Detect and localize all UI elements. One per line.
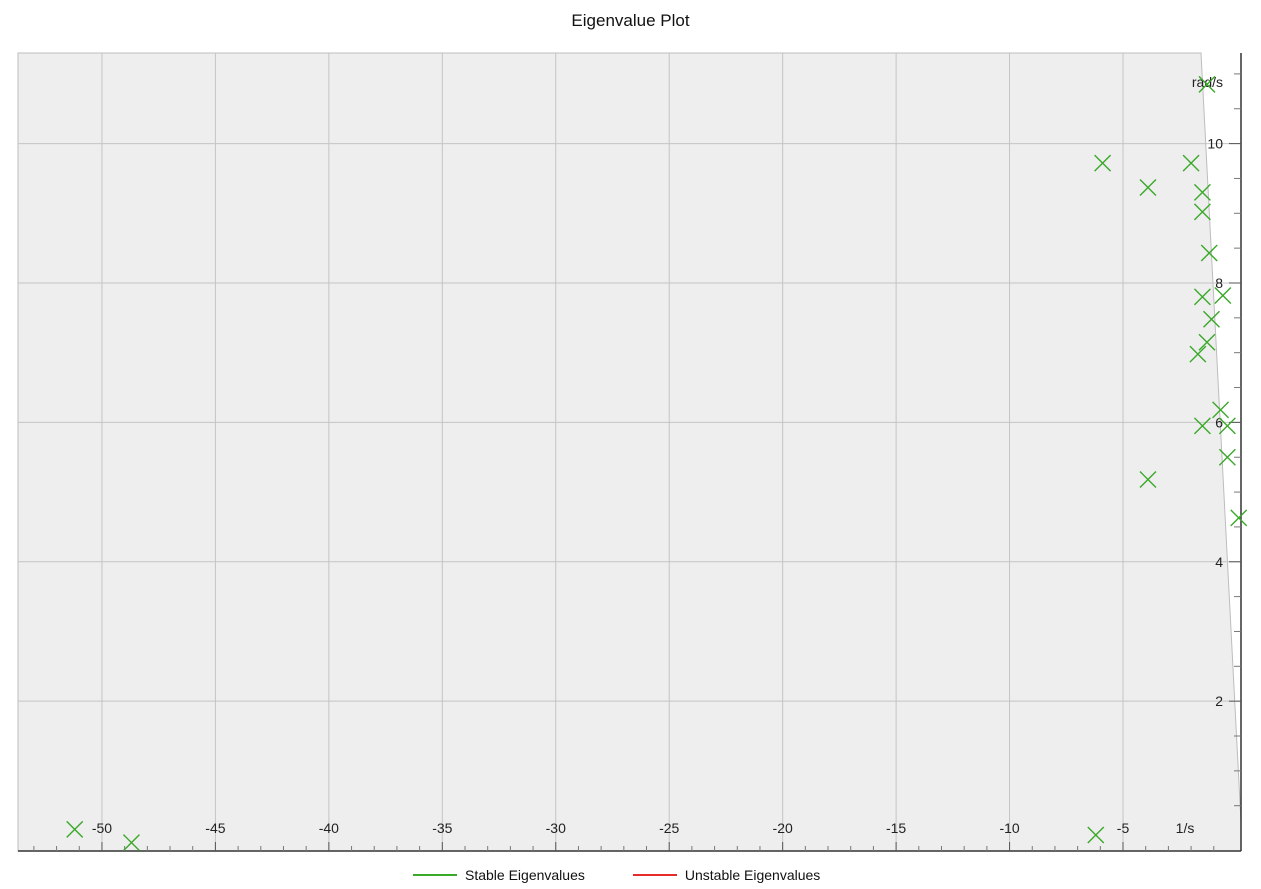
marker-stroke (1212, 401, 1230, 419)
legend-swatch-stable (413, 874, 457, 876)
stable-eigenvalue-marker (1198, 75, 1216, 93)
stable-eigenvalue-marker (1200, 244, 1218, 262)
stable-eigenvalue-marker (1218, 448, 1236, 466)
stable-eigenvalue-marker (1218, 417, 1236, 435)
marker-stroke (1218, 448, 1236, 466)
marker-stroke (1189, 345, 1207, 363)
marker-stroke (1193, 183, 1211, 201)
y-tick-label: 4 (1215, 554, 1223, 570)
marker-stroke (1182, 154, 1200, 172)
stable-eigenvalue-marker (1193, 203, 1211, 221)
stable-eigenvalue-marker (1193, 288, 1211, 306)
marker-stroke (1203, 310, 1220, 328)
marker-stroke (1230, 509, 1248, 527)
stable-eigenvalue-marker (1193, 417, 1211, 435)
stable-eigenvalue-marker (1214, 287, 1232, 305)
stable-eigenvalue-marker (1212, 401, 1230, 419)
marker-stroke (1087, 826, 1105, 844)
legend-item-unstable[interactable]: Unstable Eigenvalues (632, 867, 821, 883)
x-tick-label: -40 (319, 820, 339, 836)
x-tick-label: -5 (1117, 820, 1130, 836)
stable-eigenvalue-marker (1198, 333, 1216, 351)
stable-eigenvalue-marker (1189, 345, 1207, 363)
marker-stroke (1200, 244, 1218, 262)
y-tick-label: 2 (1215, 693, 1223, 709)
y-axis-unit-label: rad/s (1192, 74, 1223, 90)
x-tick-label: -35 (432, 820, 452, 836)
tick-labels: -50 -45 -40 -35 -30 -25 -20 -15 -10 -5 2 4 6 8 10 (92, 136, 1223, 836)
legend-item-stable[interactable]: Stable Eigenvalues (413, 867, 585, 883)
y-tick-label: 10 (1207, 136, 1223, 152)
marker-stroke (1193, 288, 1211, 306)
stable-eigenvalue-marker (1139, 179, 1157, 197)
x-tick-label: -20 (773, 820, 793, 836)
marker-stroke (1198, 333, 1216, 351)
chart-legend: Stable Eigenvalues Unstable Eigenvalues (413, 865, 868, 885)
marker-stroke (1198, 75, 1216, 93)
marker-stroke (1218, 417, 1236, 435)
marker-stroke (1193, 203, 1211, 221)
stable-eigenvalue-marker (1193, 183, 1211, 201)
eigenvalue-markers (66, 75, 1248, 852)
y-tick-label: 8 (1215, 275, 1223, 291)
marker-stroke (66, 820, 84, 838)
x-tick-label: -10 (999, 820, 1019, 836)
marker-stroke (1214, 287, 1232, 305)
x-axis-unit-label: 1/s (1176, 820, 1195, 836)
marker-stroke (122, 834, 140, 852)
x-tick-label: -45 (205, 820, 225, 836)
marker-stroke (1139, 179, 1157, 197)
legend-label-unstable: Unstable Eigenvalues (684, 867, 821, 883)
stable-eigenvalue-marker (1094, 154, 1112, 172)
stable-eigenvalue-marker (1139, 471, 1157, 489)
legend-label-stable: Stable Eigenvalues (465, 867, 585, 883)
grid-lines (18, 53, 1241, 851)
stable-eigenvalue-marker (1203, 310, 1220, 328)
x-tick-label: -30 (546, 820, 566, 836)
marker-stroke (1193, 417, 1211, 435)
plot-background (17, 52, 1242, 852)
stable-eigenvalue-marker (66, 820, 84, 838)
x-tick-label: -50 (92, 820, 112, 836)
x-tick-label: -15 (886, 820, 906, 836)
y-tick-label: 6 (1215, 414, 1223, 430)
stable-eigenvalue-marker (1230, 509, 1248, 527)
legend-swatch-unstable (632, 874, 677, 876)
x-tick-label: -25 (659, 820, 679, 836)
chart-title: Eigenvalue Plot (571, 11, 690, 30)
marker-stroke (1094, 154, 1112, 172)
stable-eigenvalue-marker (1182, 154, 1200, 172)
marker-stroke (1139, 471, 1157, 489)
stable-eigenvalue-marker (122, 834, 140, 852)
stable-eigenvalue-marker (1087, 826, 1105, 844)
